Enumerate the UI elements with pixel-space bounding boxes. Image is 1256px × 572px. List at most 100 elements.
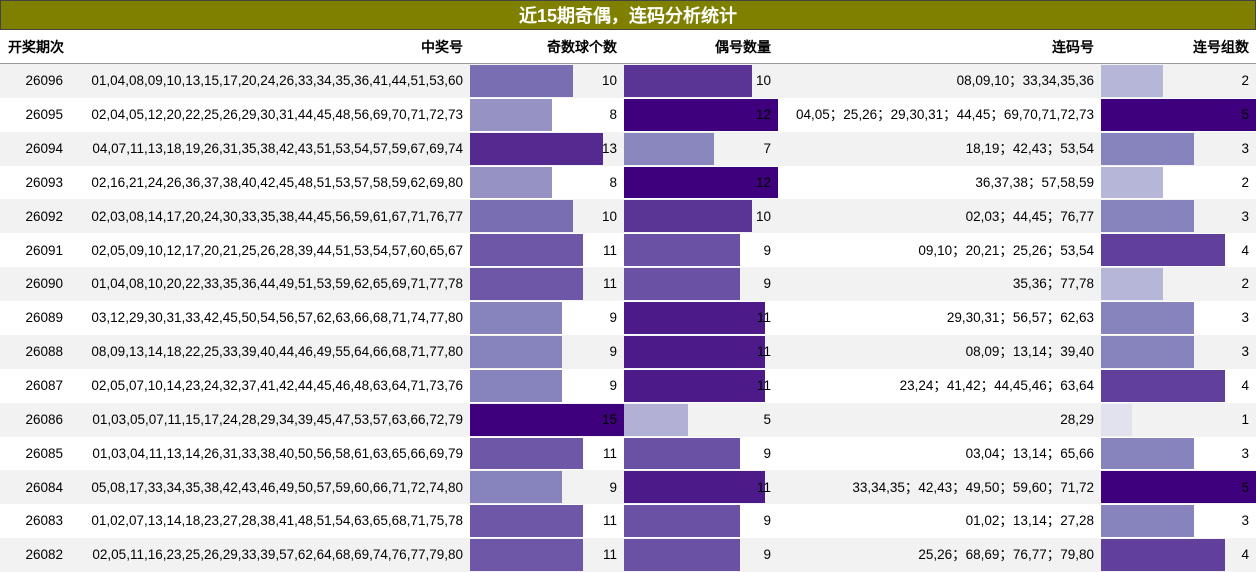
cell-text: 9 — [763, 242, 771, 258]
cell-text: 26095 — [25, 107, 63, 123]
cell-text: 26093 — [25, 174, 63, 190]
cell-text: 02,16,21,24,26,36,37,38,40,42,45,48,51,5… — [91, 174, 463, 190]
cell-text: 26082 — [25, 547, 63, 563]
cell-text: 01,03,04,11,13,14,26,31,33,38,40,50,56,5… — [92, 445, 463, 461]
data-bar — [1101, 539, 1225, 571]
data-bar — [624, 132, 714, 165]
cell-text: 02,05,11,16,23,25,26,29,33,39,57,62,64,6… — [92, 547, 463, 563]
data-bar — [1101, 200, 1194, 233]
data-bar — [624, 234, 740, 267]
data-bar — [624, 166, 778, 199]
data-bar — [1101, 505, 1194, 538]
cell-text: 25,26；68,69；76,77；79,80 — [918, 547, 1094, 563]
cell-text: 26094 — [25, 140, 63, 156]
cell-text: 26087 — [25, 377, 63, 393]
cell-text: 26085 — [25, 445, 63, 461]
cell-text: 10 — [601, 208, 617, 224]
cell-text: 9 — [609, 344, 617, 360]
data-bar — [470, 200, 573, 233]
cell-text: 08,09；13,14；39,40 — [965, 344, 1094, 360]
data-bar — [1101, 132, 1194, 165]
data-bar — [1101, 335, 1194, 368]
data-bar — [470, 132, 604, 165]
cell-text: 3 — [1241, 310, 1249, 326]
cell-text: 4 — [1241, 377, 1249, 393]
cell-text: 9 — [609, 479, 617, 495]
table-title: 近15期奇偶，连码分析统计 — [0, 0, 1256, 30]
cell-text: 02,03；44,45；76,77 — [965, 208, 1094, 224]
cell-text: 10 — [755, 208, 771, 224]
cell-text: 3 — [1241, 445, 1249, 461]
data-bar — [1101, 268, 1163, 301]
cell-text: 4 — [1241, 547, 1249, 563]
cell-text: 8 — [609, 107, 617, 123]
data-bar — [624, 98, 778, 131]
cell-text: 11 — [602, 547, 617, 563]
cell-text: 10 — [601, 73, 617, 89]
cell-text: 23,24；41,42；44,45,46；63,64 — [899, 377, 1094, 393]
data-bar — [624, 403, 689, 436]
cell-text: 15 — [601, 411, 617, 427]
data-bar — [624, 471, 766, 504]
cell-text: 04,07,11,13,18,19,26,31,35,38,42,43,51,5… — [92, 140, 463, 156]
data-bar — [624, 505, 740, 538]
cell-text: 08,09,10；33,34,35,36 — [956, 73, 1094, 89]
cell-text: 11 — [602, 513, 617, 529]
cell-text: 26083 — [25, 513, 63, 529]
cell-text: 26088 — [25, 344, 63, 360]
cell-text: 9 — [609, 377, 617, 393]
data-bar — [1101, 98, 1256, 131]
data-bar — [624, 437, 740, 470]
data-bar — [470, 335, 563, 368]
cell-text: 28,29 — [1060, 411, 1094, 427]
data-bar — [470, 302, 563, 334]
cell-text: 9 — [763, 276, 771, 292]
cell-text: 11 — [602, 242, 617, 258]
data-bar — [470, 471, 563, 504]
cell-text: 03,12,29,30,31,33,42,45,50,54,56,57,62,6… — [91, 310, 463, 326]
data-bar — [470, 65, 573, 97]
data-bar — [470, 268, 583, 301]
cell-text: 7 — [763, 140, 771, 156]
cell-text: 3 — [1241, 513, 1249, 529]
data-bar — [470, 403, 624, 436]
column-header: 连号组数 — [1101, 30, 1256, 64]
cell-text: 08,09,13,14,18,22,25,33,39,40,44,46,49,5… — [91, 344, 463, 360]
data-bar — [1101, 65, 1163, 97]
cell-text: 01,02；13,14；27,28 — [965, 513, 1094, 529]
cell-text: 02,05,07,10,14,23,24,32,37,41,42,44,45,4… — [91, 377, 463, 393]
cell-text: 11 — [756, 310, 771, 326]
cell-text: 33,34,35；42,43；49,50；59,60；71,72 — [852, 479, 1094, 495]
cell-text: 02,03,08,14,17,20,24,30,33,35,38,44,45,5… — [91, 208, 463, 224]
data-bar — [1101, 302, 1194, 334]
data-bar — [470, 505, 583, 538]
cell-text: 3 — [1241, 344, 1249, 360]
data-bar — [470, 437, 583, 470]
cell-text: 01,04,08,09,10,13,15,17,20,24,26,33,34,3… — [91, 73, 463, 89]
data-bar — [624, 200, 753, 233]
cell-text: 36,37,38；57,58,59 — [975, 174, 1094, 190]
data-bar — [470, 234, 583, 267]
cell-text: 2 — [1241, 276, 1249, 292]
data-bar — [624, 65, 753, 97]
cell-text: 5 — [1241, 107, 1249, 123]
cell-text: 01,03,05,07,11,15,17,24,28,29,34,39,45,4… — [92, 411, 463, 427]
cell-text: 29,30,31；56,57；62,63 — [946, 310, 1094, 326]
data-bar — [624, 539, 740, 571]
data-bar — [1101, 166, 1163, 199]
cell-text: 4 — [1241, 242, 1249, 258]
data-bar — [1101, 369, 1225, 402]
cell-text: 9 — [763, 445, 771, 461]
cell-text: 2 — [1241, 73, 1249, 89]
data-bar — [1101, 234, 1225, 267]
cell-text: 5 — [1241, 479, 1249, 495]
column-header: 奇数球个数 — [470, 30, 624, 64]
cell-text: 02,04,05,12,20,22,25,26,29,30,31,44,45,4… — [91, 107, 463, 123]
cell-text: 26086 — [25, 411, 63, 427]
data-bar — [1101, 403, 1132, 436]
cell-text: 04,05；25,26；29,30,31；44,45；69,70,71,72,7… — [796, 107, 1094, 123]
cell-text: 01,02,07,13,14,18,23,27,28,38,41,48,51,5… — [91, 513, 463, 529]
cell-text: 9 — [763, 547, 771, 563]
cell-text: 09,10；20,21；25,26；53,54 — [918, 242, 1094, 258]
cell-text: 26092 — [25, 208, 63, 224]
